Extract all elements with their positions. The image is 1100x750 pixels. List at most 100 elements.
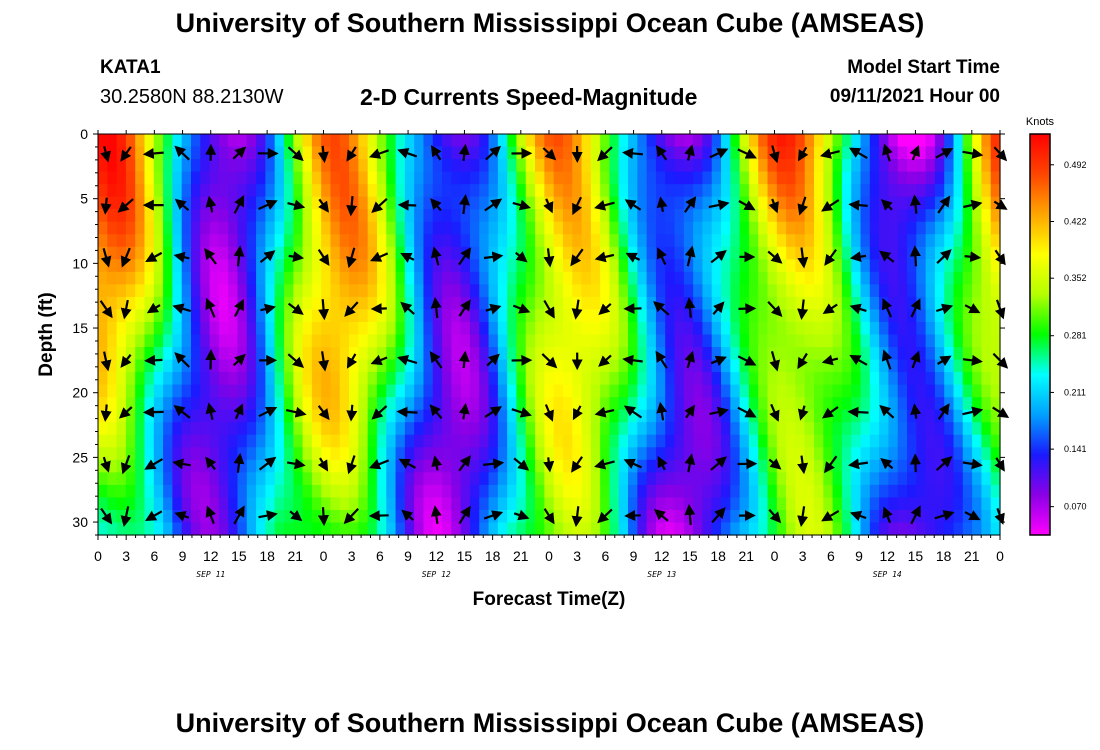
heatmap-cell (553, 234, 564, 248)
heatmap-cell (200, 472, 211, 486)
heatmap-cell (590, 334, 601, 348)
heatmap-cell (748, 334, 759, 348)
heatmap-cell (897, 397, 908, 411)
heatmap-cell (507, 234, 518, 248)
heatmap-cell (386, 221, 397, 235)
heatmap-cell (981, 522, 992, 536)
heatmap-cell (256, 309, 266, 323)
heatmap-cell (293, 209, 304, 223)
heatmap-cell (116, 472, 127, 486)
heatmap-cell (804, 422, 815, 436)
heatmap-cell (646, 472, 657, 486)
heatmap-cell (869, 234, 880, 248)
heatmap-cell (925, 246, 936, 260)
heatmap-cell (655, 221, 666, 235)
heatmap-cell (897, 234, 908, 248)
heatmap-cell (302, 359, 313, 373)
heatmap-cell (190, 484, 201, 499)
heatmap-cell (814, 209, 824, 223)
heatmap-cell (934, 209, 945, 223)
heatmap-cell (860, 159, 871, 173)
heatmap-cell (944, 484, 955, 499)
heatmap-cell (758, 459, 769, 473)
heatmap-cell (265, 434, 276, 448)
heatmap-cell (469, 409, 480, 423)
heatmap-cell (190, 134, 201, 148)
heatmap-cell (507, 372, 518, 386)
heatmap-cell (804, 234, 815, 248)
heatmap-cell (349, 221, 359, 235)
heatmap-cell (748, 321, 759, 336)
heatmap-cell (516, 321, 527, 336)
heatmap-cell (814, 234, 824, 248)
heatmap-cell (814, 159, 824, 173)
heatmap-cell (190, 472, 201, 486)
heatmap-cell (962, 159, 973, 173)
heatmap-cell (190, 334, 201, 348)
heatmap-cell (748, 209, 759, 223)
heatmap-cell (525, 321, 536, 336)
current-arrow (542, 147, 557, 161)
heatmap-cell (544, 397, 555, 411)
heatmap-cell (507, 221, 518, 235)
heatmap-cell (600, 384, 611, 398)
heatmap-cell (972, 234, 982, 248)
current-arrow (285, 406, 307, 418)
heatmap-cell (516, 434, 527, 448)
heatmap-cell (730, 221, 741, 235)
heatmap-cell (367, 422, 378, 436)
heatmap-cell (637, 472, 648, 486)
heatmap-cell (897, 522, 908, 536)
heatmap-cell (274, 497, 285, 511)
heatmap-cell (479, 259, 490, 273)
heatmap-cell (358, 384, 369, 398)
heatmap-cell (237, 309, 248, 323)
heatmap-cell (907, 472, 917, 486)
heatmap-cell (655, 271, 666, 285)
heatmap-cell (376, 497, 387, 511)
heatmap-cell (786, 159, 797, 173)
heatmap-cell (609, 284, 620, 298)
heatmap-cell (98, 234, 108, 248)
current-arrow (709, 148, 729, 159)
heatmap-cell (367, 434, 378, 448)
heatmap-cell (302, 184, 313, 198)
heatmap-cell (860, 309, 871, 323)
heatmap-cell (628, 271, 638, 285)
heatmap-cell (721, 422, 731, 436)
heatmap-cell (776, 146, 787, 160)
heatmap-cell (925, 447, 936, 461)
current-arrow (821, 354, 839, 366)
heatmap-cell (618, 321, 629, 336)
heatmap-cell (786, 359, 797, 373)
heatmap-cell (311, 347, 322, 361)
heatmap-cell (739, 321, 750, 336)
heatmap-cell (590, 484, 601, 499)
heatmap-cell (702, 422, 713, 436)
heatmap-cell (209, 434, 220, 448)
heatmap-cell (302, 246, 313, 260)
heatmap-cell (916, 372, 927, 386)
heatmap-cell (934, 472, 945, 486)
heatmap-cell (432, 221, 443, 235)
heatmap-cell (907, 434, 917, 448)
heatmap-cell (646, 309, 657, 323)
heatmap-cell (869, 422, 880, 436)
current-arrows (99, 143, 1010, 528)
heatmap-cell (256, 459, 266, 473)
heatmap-cell (349, 234, 359, 248)
current-arrow (738, 303, 757, 315)
heatmap-cell (116, 234, 127, 248)
heatmap-cell (944, 372, 955, 386)
heatmap-cell (600, 234, 611, 248)
heatmap-cell (925, 334, 936, 348)
heatmap-cell (283, 271, 294, 285)
heatmap-cell (246, 234, 257, 248)
heatmap-cell (256, 259, 266, 273)
heatmap-cell (953, 434, 964, 448)
heatmap-cell (358, 509, 369, 524)
heatmap-cell (460, 221, 471, 235)
heatmap-cell (218, 447, 229, 461)
heatmap-cell (144, 497, 155, 511)
current-arrow (657, 455, 668, 471)
